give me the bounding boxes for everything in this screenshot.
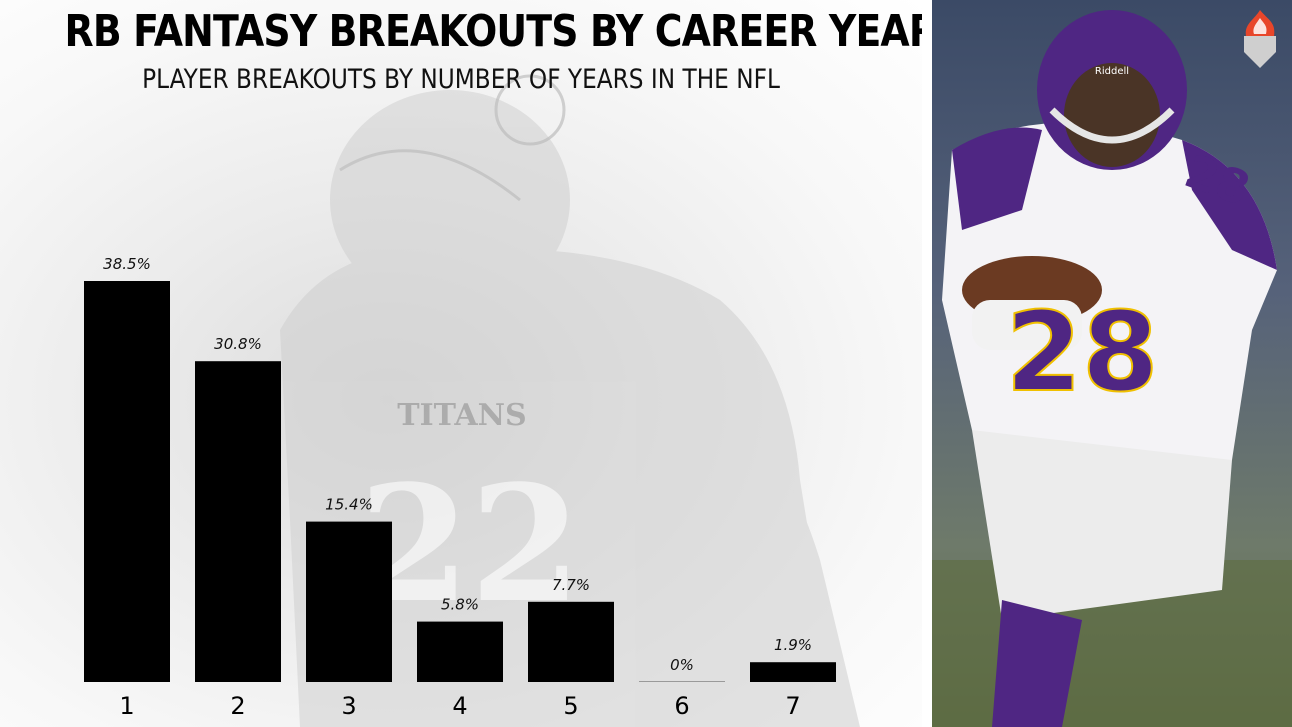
bar-year-2 bbox=[195, 361, 281, 682]
data-label-year-7: 1.9% bbox=[774, 636, 812, 654]
bar-year-5 bbox=[528, 601, 614, 682]
background-jersey-text: TITANS bbox=[397, 398, 526, 433]
x-tick-label-3: 3 bbox=[341, 692, 356, 720]
player-photo-illustration: Riddell 28 28 bbox=[932, 10, 1292, 727]
chart-title: RB FANTASY BREAKOUTS BY CAREER YEAR bbox=[64, 6, 922, 57]
x-tick-label-1: 1 bbox=[119, 692, 134, 720]
jersey-number-chest: 28 bbox=[1005, 288, 1158, 416]
data-labels-layer: 38.5% 30.8% 15.4% 5.8% 7.7% 0% 1.9% bbox=[103, 255, 812, 674]
data-label-year-2: 30.8% bbox=[214, 335, 262, 353]
bar-year-3 bbox=[306, 521, 392, 682]
x-tick-label-2: 2 bbox=[230, 692, 245, 720]
data-label-year-6: 0% bbox=[670, 656, 694, 674]
data-label-year-5: 7.7% bbox=[552, 576, 590, 594]
brand-logo-icon bbox=[1244, 10, 1276, 68]
data-label-year-3: 15.4% bbox=[325, 496, 373, 514]
x-tick-label-4: 4 bbox=[452, 692, 467, 720]
chart-panel: TITANS 22 RB FANTASY BREAKOUTS BY CAREER… bbox=[0, 0, 922, 727]
data-label-year-1: 38.5% bbox=[103, 255, 151, 273]
bar-year-7 bbox=[750, 662, 836, 682]
bar-year-1 bbox=[84, 281, 170, 682]
bar-chart: 38.5% 30.8% 15.4% 5.8% 7.7% 0% 1.9% 1 2 3 4 5 6 7 bbox=[84, 255, 836, 720]
bars-layer bbox=[84, 281, 836, 682]
helmet-brand-text: Riddell bbox=[1095, 66, 1129, 77]
x-tick-labels-layer: 1 2 3 4 5 6 7 bbox=[119, 692, 800, 720]
bar-year-4 bbox=[417, 621, 503, 682]
chart-subtitle: PLAYER BREAKOUTS BY NUMBER OF YEARS IN T… bbox=[142, 64, 780, 95]
bar-year-6 bbox=[639, 681, 725, 682]
x-tick-label-7: 7 bbox=[785, 692, 800, 720]
x-tick-label-6: 6 bbox=[674, 692, 689, 720]
x-tick-label-5: 5 bbox=[563, 692, 578, 720]
player-photo: Riddell 28 28 bbox=[932, 0, 1292, 727]
data-label-year-4: 5.8% bbox=[441, 596, 479, 614]
photo-divider bbox=[922, 0, 932, 727]
